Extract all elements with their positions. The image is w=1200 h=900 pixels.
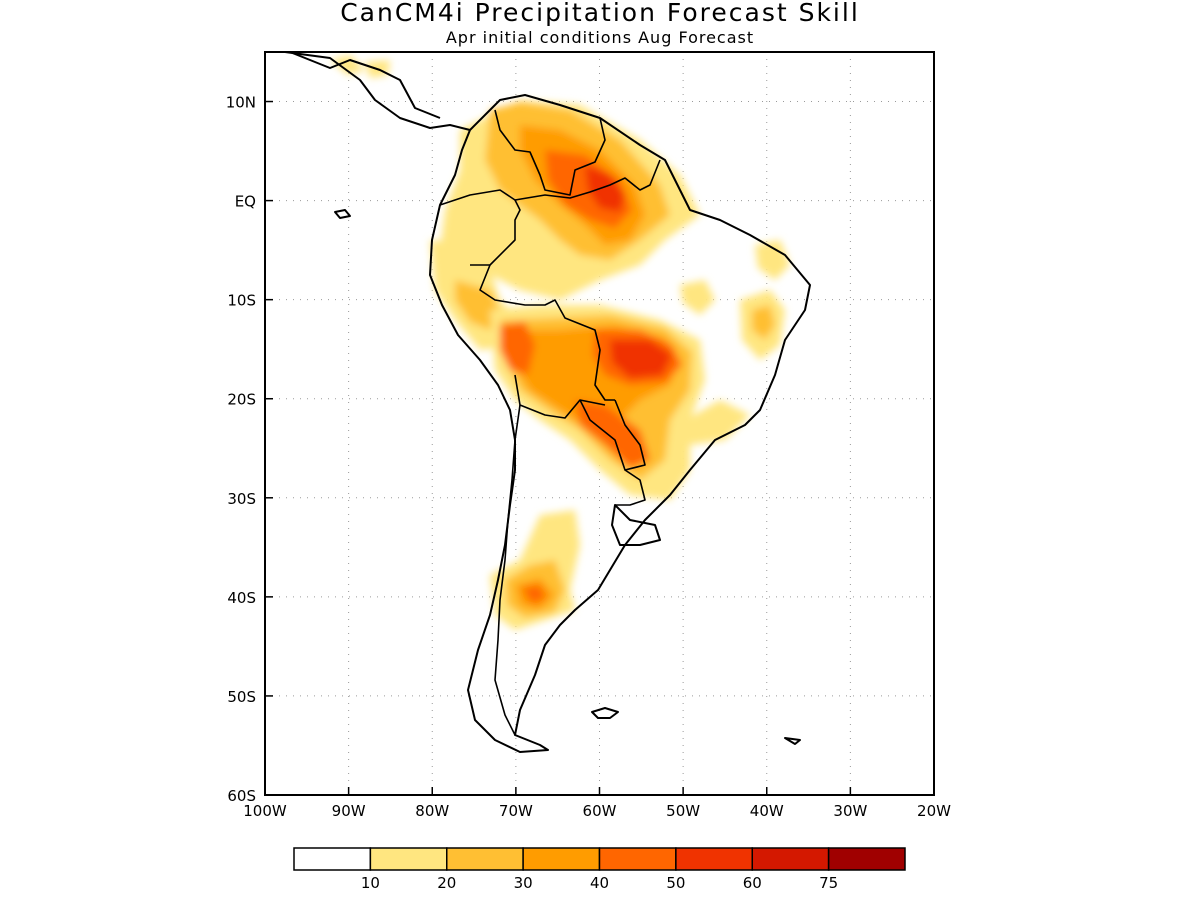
south-america-coastline: [429, 94, 811, 753]
south-georgia: [784, 737, 801, 745]
lon-tick-label: 20W: [917, 802, 951, 820]
colorbar-swatch: [827, 847, 906, 871]
skill-region-southeast-brazil: [685, 400, 750, 445]
skill-region-paraguay-40: [575, 400, 650, 468]
colorbar-label: 75: [819, 874, 838, 892]
lat-tick-label: 10N: [226, 94, 256, 112]
central-america-coastline: [284, 52, 471, 131]
colorbar-label: 40: [590, 874, 609, 892]
lon-tick-label: 90W: [332, 802, 366, 820]
colorbar: 10 20 30 40 50 60 75: [293, 847, 906, 892]
lat-tick-label: 30S: [227, 490, 256, 508]
lat-tick-label: 10S: [227, 292, 256, 310]
caribbean-coastline: [289, 52, 441, 119]
colorbar-label: 50: [666, 874, 685, 892]
skill-region-brazil-spot: [680, 280, 715, 315]
border-brazil-north: [514, 159, 661, 201]
coastlines: [284, 52, 811, 753]
lon-tick-label: 50W: [666, 802, 700, 820]
uruguay-coast: [611, 504, 661, 546]
skill-region-north-50: [585, 165, 625, 212]
map-subtitle: Apr initial conditions Aug Forecast: [445, 28, 755, 47]
falkland-islands: [591, 707, 619, 719]
colorbar-swatch: [522, 847, 601, 871]
colorbar-swatch: [675, 847, 753, 871]
border-paraguay: [579, 399, 646, 471]
colorbar-swatch: [751, 847, 830, 871]
colorbar-label: 10: [361, 874, 380, 892]
country-borders: [439, 109, 661, 736]
lon-tick-label: 40W: [750, 802, 784, 820]
skill-region-central-america: [330, 55, 390, 78]
lat-tick-label: EQ: [235, 193, 256, 211]
colorbar-label: 20: [437, 874, 456, 892]
lat-tick-label: 60S: [227, 787, 256, 805]
border-peru-brazil: [439, 189, 521, 266]
lon-tick-label: 30W: [833, 802, 867, 820]
colorbar-label: 60: [743, 874, 762, 892]
skill-region-bolivia-40: [500, 322, 535, 375]
skill-region-east-brazil-20: [752, 305, 775, 340]
lon-tick-label: 60W: [583, 802, 617, 820]
colorbar-swatch: [293, 847, 372, 871]
axis-ticks: 100W 90W 80W 70W 60W 50W 40W 30W 20W 10N EQ 10S 20S 3…: [226, 94, 951, 820]
border-peru-bolivia: [479, 264, 615, 401]
skill-region-northeast-brazil: [755, 240, 790, 280]
lat-tick-label: 40S: [227, 589, 256, 607]
galapagos-islands: [334, 209, 351, 219]
skill-region-central-50: [610, 340, 672, 378]
lat-tick-label: 20S: [227, 391, 256, 409]
colorbar-swatch: [598, 847, 677, 871]
border-chile-argentina: [494, 404, 521, 736]
border-argentina-brazil: [615, 469, 646, 506]
lat-tick-label: 50S: [227, 688, 256, 706]
colorbar-swatch: [446, 847, 524, 871]
lon-tick-label: 100W: [243, 802, 287, 820]
skill-shading: [330, 55, 790, 630]
colorbar-label: 30: [514, 874, 533, 892]
lon-tick-label: 80W: [415, 802, 449, 820]
lon-tick-label: 70W: [499, 802, 533, 820]
map-title: CanCM4i Precipitation Forecast Skill: [340, 0, 860, 27]
colorbar-swatch: [369, 847, 448, 871]
border-bolivia-south: [514, 374, 606, 419]
skill-region-peru-20: [455, 280, 500, 330]
border-colombia-venezuela: [494, 109, 606, 196]
skill-region-patagonia-40: [522, 585, 546, 604]
